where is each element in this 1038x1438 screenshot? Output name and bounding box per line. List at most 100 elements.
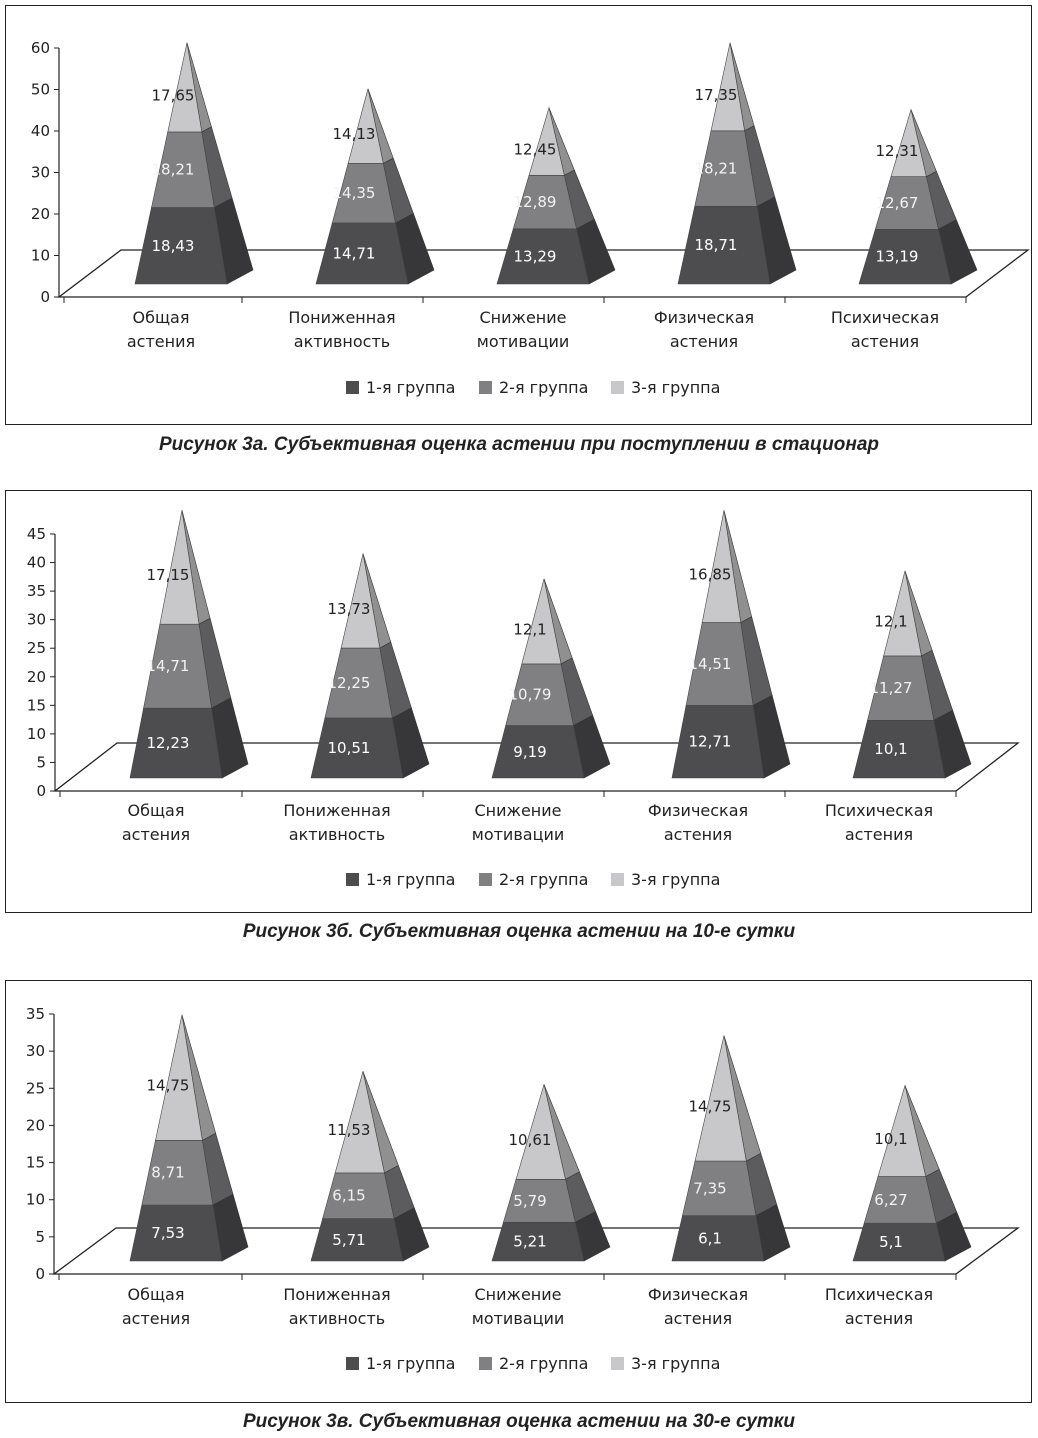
pyramid-segment-5-3 — [890, 108, 927, 177]
category-label: астения — [670, 332, 738, 351]
data-label: 13,29 — [514, 247, 557, 265]
y-tick-label: 15 — [27, 696, 46, 714]
category-label: астения — [664, 1309, 732, 1328]
pyramid-segment-5-3 — [883, 570, 922, 657]
category-label: Психическая — [825, 801, 933, 820]
legend-swatch-1 — [346, 1357, 359, 1370]
legend-swatch-1 — [346, 873, 359, 886]
category-label: активность — [289, 1309, 385, 1328]
data-label: 12,1 — [874, 612, 907, 630]
pyramid-segment-4-3 — [710, 42, 745, 132]
data-label: 10,1 — [874, 1130, 907, 1148]
data-label: 18,71 — [695, 236, 738, 254]
data-label: 18,43 — [152, 237, 195, 255]
y-tick-label: 10 — [31, 247, 50, 265]
chart-2-svg: 0 5 10 15 20 25 30 35 40 45 12,23 14,71 17,15 Общая ас… — [27, 510, 1020, 889]
data-label: 12,45 — [514, 141, 557, 159]
data-label: 5,71 — [332, 1231, 365, 1249]
category-label: Пониженная — [288, 308, 395, 327]
legend-swatch-2 — [479, 381, 492, 394]
legend-swatch-1 — [346, 381, 359, 394]
y-tick-label: 40 — [27, 554, 46, 572]
y-tick-label: 60 — [31, 39, 50, 57]
data-label: 6,27 — [874, 1191, 907, 1209]
category-label: астения — [845, 1309, 913, 1328]
data-label: 14,75 — [147, 1077, 190, 1095]
legend-label: 1-я группа — [366, 1354, 455, 1373]
category-label: Физическая — [654, 308, 754, 327]
y-tick-label: 20 — [27, 668, 46, 686]
y-tick-label: 15 — [26, 1154, 45, 1172]
y-tick-label: 25 — [26, 1079, 45, 1097]
data-label: 12,25 — [328, 674, 371, 692]
y-tick-label: 45 — [27, 525, 46, 543]
category-label: Физическая — [648, 1285, 748, 1304]
chart-3-svg: 0 5 10 15 20 25 30 35 7,53 8,71 14,75 Общая астения 5… — [26, 1005, 1020, 1373]
data-label: 11,53 — [328, 1121, 371, 1139]
data-label: 12,89 — [514, 193, 557, 211]
category-label: Общая — [128, 801, 185, 820]
legend-swatch-2 — [479, 1357, 492, 1370]
category-label: Физическая — [648, 801, 748, 820]
data-label: 16,85 — [689, 565, 732, 583]
data-label: 12,31 — [876, 142, 919, 160]
pyramid-segment-1-3 — [159, 510, 200, 625]
data-label: 5,79 — [513, 1192, 546, 1210]
data-label: 12,71 — [689, 733, 732, 751]
data-label: 18,21 — [695, 160, 738, 178]
data-label: 12,67 — [876, 194, 919, 212]
pyramid-segment-2-3 — [347, 88, 384, 164]
pyramid-segment-4-3 — [694, 1035, 747, 1162]
y-tick-label: 0 — [40, 288, 50, 306]
category-label: мотивации — [477, 332, 570, 351]
category-label: астения — [122, 825, 190, 844]
data-label: 12,23 — [147, 734, 190, 752]
category-label: астения — [122, 1309, 190, 1328]
data-label: 14,13 — [333, 125, 376, 143]
data-label: 17,35 — [695, 86, 738, 104]
y-tick-label: 10 — [26, 1191, 45, 1209]
category-label: астения — [664, 825, 732, 844]
pyramid-segment-2-3 — [340, 553, 381, 649]
data-label: 14,71 — [333, 244, 376, 262]
pyramid-segment-1-3 — [155, 1014, 203, 1141]
chart-panel-3: 0 5 10 15 20 25 30 35 7,53 8,71 14,75 Общая астения 5… — [5, 980, 1032, 1403]
y-tick-label: 50 — [31, 81, 50, 99]
category-label: Психическая — [831, 308, 939, 327]
y-tick-label: 30 — [26, 1042, 45, 1060]
chart-1-svg: 0 10 20 30 40 50 60 18,43 18,21 17,65 Общая астения… — [31, 39, 1030, 397]
y-tick-label: 30 — [27, 611, 46, 629]
chart-2-caption: Рисунок 3б. Субъективная оценка астении … — [242, 921, 796, 942]
legend-label: 2-я группа — [499, 870, 588, 889]
category-label: Общая — [133, 308, 190, 327]
data-label: 8,71 — [151, 1164, 184, 1182]
legend-swatch-3 — [611, 381, 624, 394]
data-label: 6,1 — [698, 1229, 722, 1247]
data-label: 10,1 — [874, 740, 907, 758]
chart-panel-1: 0 10 20 30 40 50 60 18,43 18,21 17,65 Общая астения… — [5, 5, 1032, 425]
pyramid-segment-3-3 — [515, 1083, 566, 1180]
category-label: мотивации — [472, 1309, 565, 1328]
chart-1-caption: Рисунок 3а. Субъективная оценка астении … — [159, 434, 879, 455]
legend-swatch-3 — [611, 873, 624, 886]
y-tick-label: 10 — [27, 725, 46, 743]
data-label: 10,79 — [509, 686, 552, 704]
data-label: 9,19 — [513, 743, 546, 761]
pyramid-segment-3-3 — [528, 106, 565, 176]
pyramid-segment-3-3 — [521, 578, 562, 665]
y-tick-label: 5 — [36, 753, 46, 771]
data-label: 14,75 — [689, 1097, 732, 1115]
data-label: 14,51 — [689, 655, 732, 673]
legend-label: 3-я группа — [631, 870, 720, 889]
data-label: 5,1 — [879, 1233, 903, 1251]
y-tick-label: 35 — [27, 582, 46, 600]
legend-label: 3-я группа — [631, 1354, 720, 1373]
category-label: Пониженная — [283, 801, 390, 820]
category-label: астения — [851, 332, 919, 351]
legend-swatch-3 — [611, 1357, 624, 1370]
y-tick-label: 20 — [31, 205, 50, 223]
pyramid-segment-1-3 — [167, 42, 203, 133]
data-label: 14,71 — [147, 657, 190, 675]
category-label: активность — [294, 332, 390, 351]
legend-swatch-2 — [479, 873, 492, 886]
